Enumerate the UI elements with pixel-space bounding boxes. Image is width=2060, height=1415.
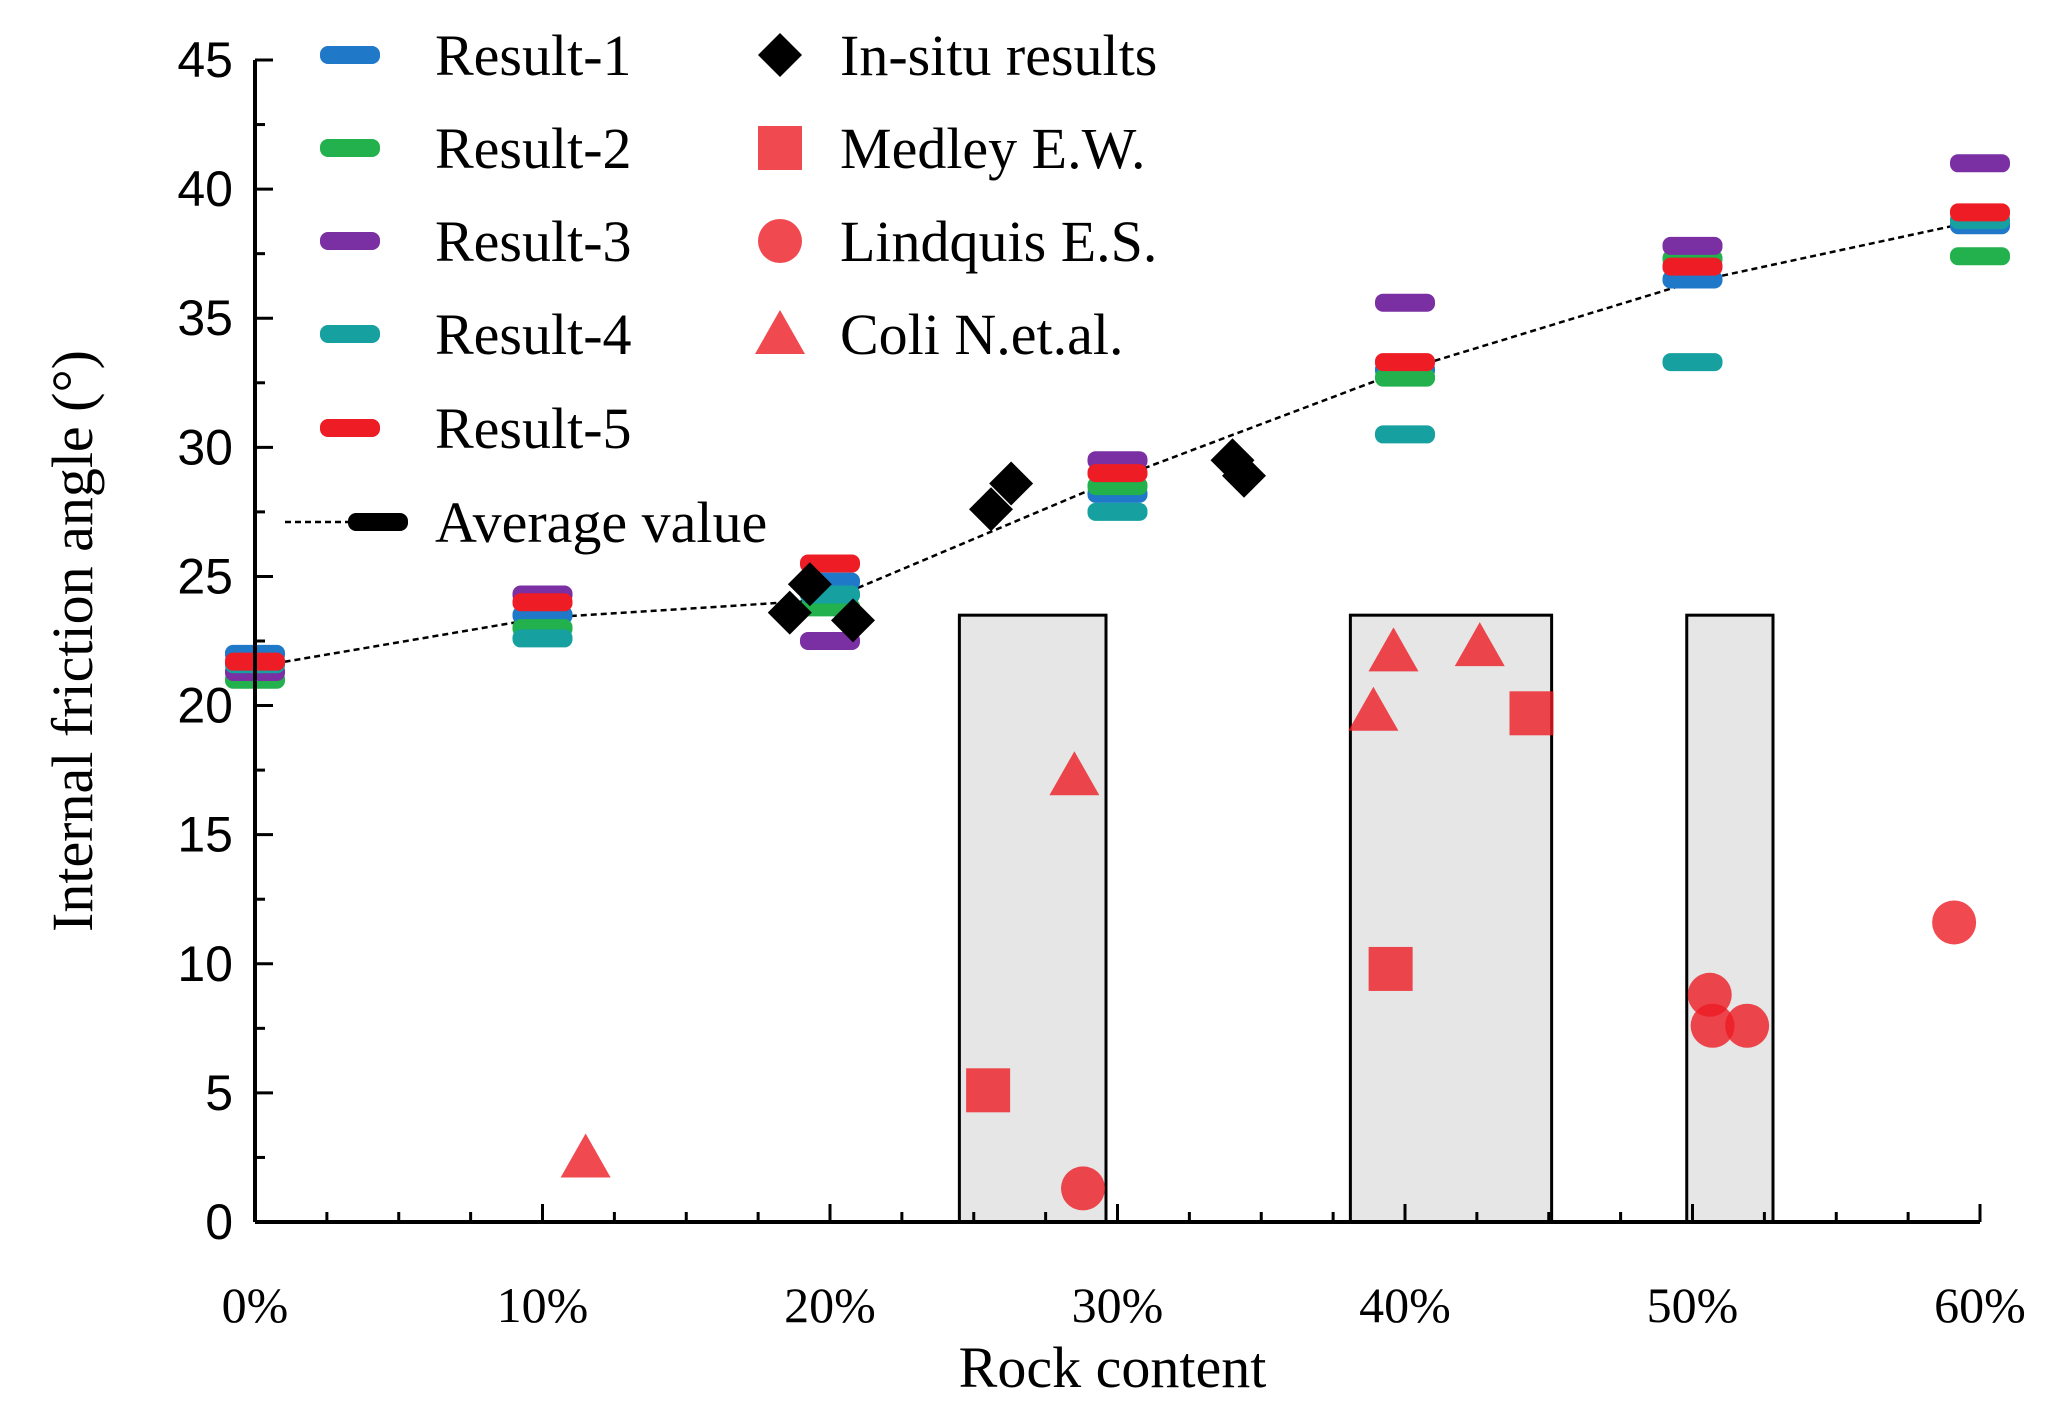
point-result-4-6 xyxy=(1662,353,1723,372)
legend-item-coli-n-et-al: Coli N.et.al. xyxy=(755,302,1124,367)
point-coli-n-et-al-5 xyxy=(1454,622,1505,667)
legend-item-result-2: Result-2 xyxy=(320,116,632,181)
legend-swatch xyxy=(320,419,380,437)
x-tick-label: 40% xyxy=(1359,1277,1451,1333)
legend-item-result-3: Result-3 xyxy=(320,209,632,274)
y-tick-label: 0 xyxy=(205,1194,233,1250)
legend-label: Average value xyxy=(435,490,767,555)
point-in-situ-results-2 xyxy=(787,562,832,607)
point-result-2-7 xyxy=(1950,247,2010,266)
legend-label: Result-5 xyxy=(435,396,632,461)
x-tick-label: 30% xyxy=(1072,1277,1164,1333)
point-in-situ-results-3 xyxy=(831,598,875,643)
point-result-4-5 xyxy=(1375,425,1435,444)
legend-swatch xyxy=(320,325,380,343)
point-coli-n-et-al-3 xyxy=(1348,686,1399,731)
y-tick-label: 45 xyxy=(177,32,233,88)
legend-item-medley-e-w: Medley E.W. xyxy=(758,116,1146,181)
x-tick-label: 50% xyxy=(1647,1277,1739,1333)
y-tick-label: 35 xyxy=(177,290,233,346)
point-medley-e-w-2 xyxy=(1368,946,1413,991)
point-result-4-2 xyxy=(512,629,573,648)
point-lindquis-e-s-3 xyxy=(1690,1003,1735,1048)
legend-item-in-situ-results: In-situ results xyxy=(758,23,1157,88)
point-result-3-3 xyxy=(800,632,860,650)
point-medley-e-w-1 xyxy=(966,1068,1011,1113)
point-lindquis-e-s-1 xyxy=(1061,1166,1105,1211)
legend-item-average-value: Average value xyxy=(285,490,767,555)
y-tick-label: 15 xyxy=(177,807,233,863)
point-result-2-5 xyxy=(1375,368,1435,387)
legend-swatch xyxy=(320,46,380,64)
x-tick-label: 0% xyxy=(222,1277,289,1333)
point-lindquis-e-s-4 xyxy=(1725,1003,1770,1048)
point-coli-n-et-al-2 xyxy=(1049,751,1100,796)
legend-label: Result-1 xyxy=(435,23,632,88)
x-tick-label: 20% xyxy=(784,1277,876,1333)
y-tick-label: 25 xyxy=(177,548,233,604)
legend-label: In-situ results xyxy=(840,23,1157,88)
legend-swatch xyxy=(758,219,802,263)
x-tick-label: 60% xyxy=(1934,1277,2026,1333)
y-tick-label: 5 xyxy=(205,1065,233,1121)
point-result-4-4 xyxy=(1087,502,1148,521)
legend-swatch xyxy=(758,33,802,77)
legend-item-lindquis-e-s: Lindquis E.S. xyxy=(758,209,1157,274)
y-tick-label: 20 xyxy=(177,678,233,734)
point-result-5-2 xyxy=(512,593,573,612)
x-axis-title: Rock content xyxy=(959,1335,1267,1400)
y-tick-label: 40 xyxy=(177,161,233,217)
point-lindquis-e-s-5 xyxy=(1932,900,1977,945)
legend-item-result-4: Result-4 xyxy=(320,302,632,367)
legend-swatch xyxy=(348,513,408,531)
y-tick-label: 10 xyxy=(177,936,233,992)
legend-swatch xyxy=(320,232,380,250)
point-coli-n-et-al-4 xyxy=(1368,627,1419,672)
shaded-range-3 xyxy=(1685,613,1775,1224)
legend-label: Coli N.et.al. xyxy=(840,302,1124,367)
legend-swatch xyxy=(755,310,805,354)
y-axis-title: Internal friction angle (°) xyxy=(40,350,105,932)
legend-label: Result-4 xyxy=(435,302,632,367)
legend-item-result-1: Result-1 xyxy=(320,23,632,88)
point-in-situ-results-4 xyxy=(969,487,1013,532)
legend: Result-1 Result-2 Result-3 Result-4 Result-5… xyxy=(285,23,1157,555)
point-result-5-6 xyxy=(1662,257,1723,276)
legend-item-result-5: Result-5 xyxy=(320,396,632,461)
legend-label: Lindquis E.S. xyxy=(840,209,1157,274)
legend-label: Result-3 xyxy=(435,209,632,274)
point-result-5-4 xyxy=(1087,464,1148,483)
shaded-range-1 xyxy=(957,613,1108,1224)
y-tick-label: 30 xyxy=(177,419,233,475)
point-in-situ-results-5 xyxy=(989,461,1034,506)
point-coli-n-et-al-1 xyxy=(560,1133,611,1178)
point-result-3-7 xyxy=(1950,154,2010,173)
point-result-5-5 xyxy=(1375,353,1435,372)
point-in-situ-results-1 xyxy=(767,590,812,635)
point-in-situ-results-7 xyxy=(1222,453,1266,498)
legend-swatch xyxy=(758,126,802,170)
point-result-5-7 xyxy=(1950,203,2010,222)
point-result-3-5 xyxy=(1375,293,1435,312)
axes: 0 5 10 15 20 25 30 35 40 45 0% 10% 20% 30% 40% 50% 60% xyxy=(177,32,2025,1333)
x-tick-label: 10% xyxy=(497,1277,589,1333)
point-medley-e-w-3 xyxy=(1509,691,1554,736)
legend-label: Medley E.W. xyxy=(840,116,1146,181)
legend-swatch xyxy=(320,139,380,157)
legend-label: Result-2 xyxy=(435,116,632,181)
point-result-3-6 xyxy=(1662,236,1723,255)
